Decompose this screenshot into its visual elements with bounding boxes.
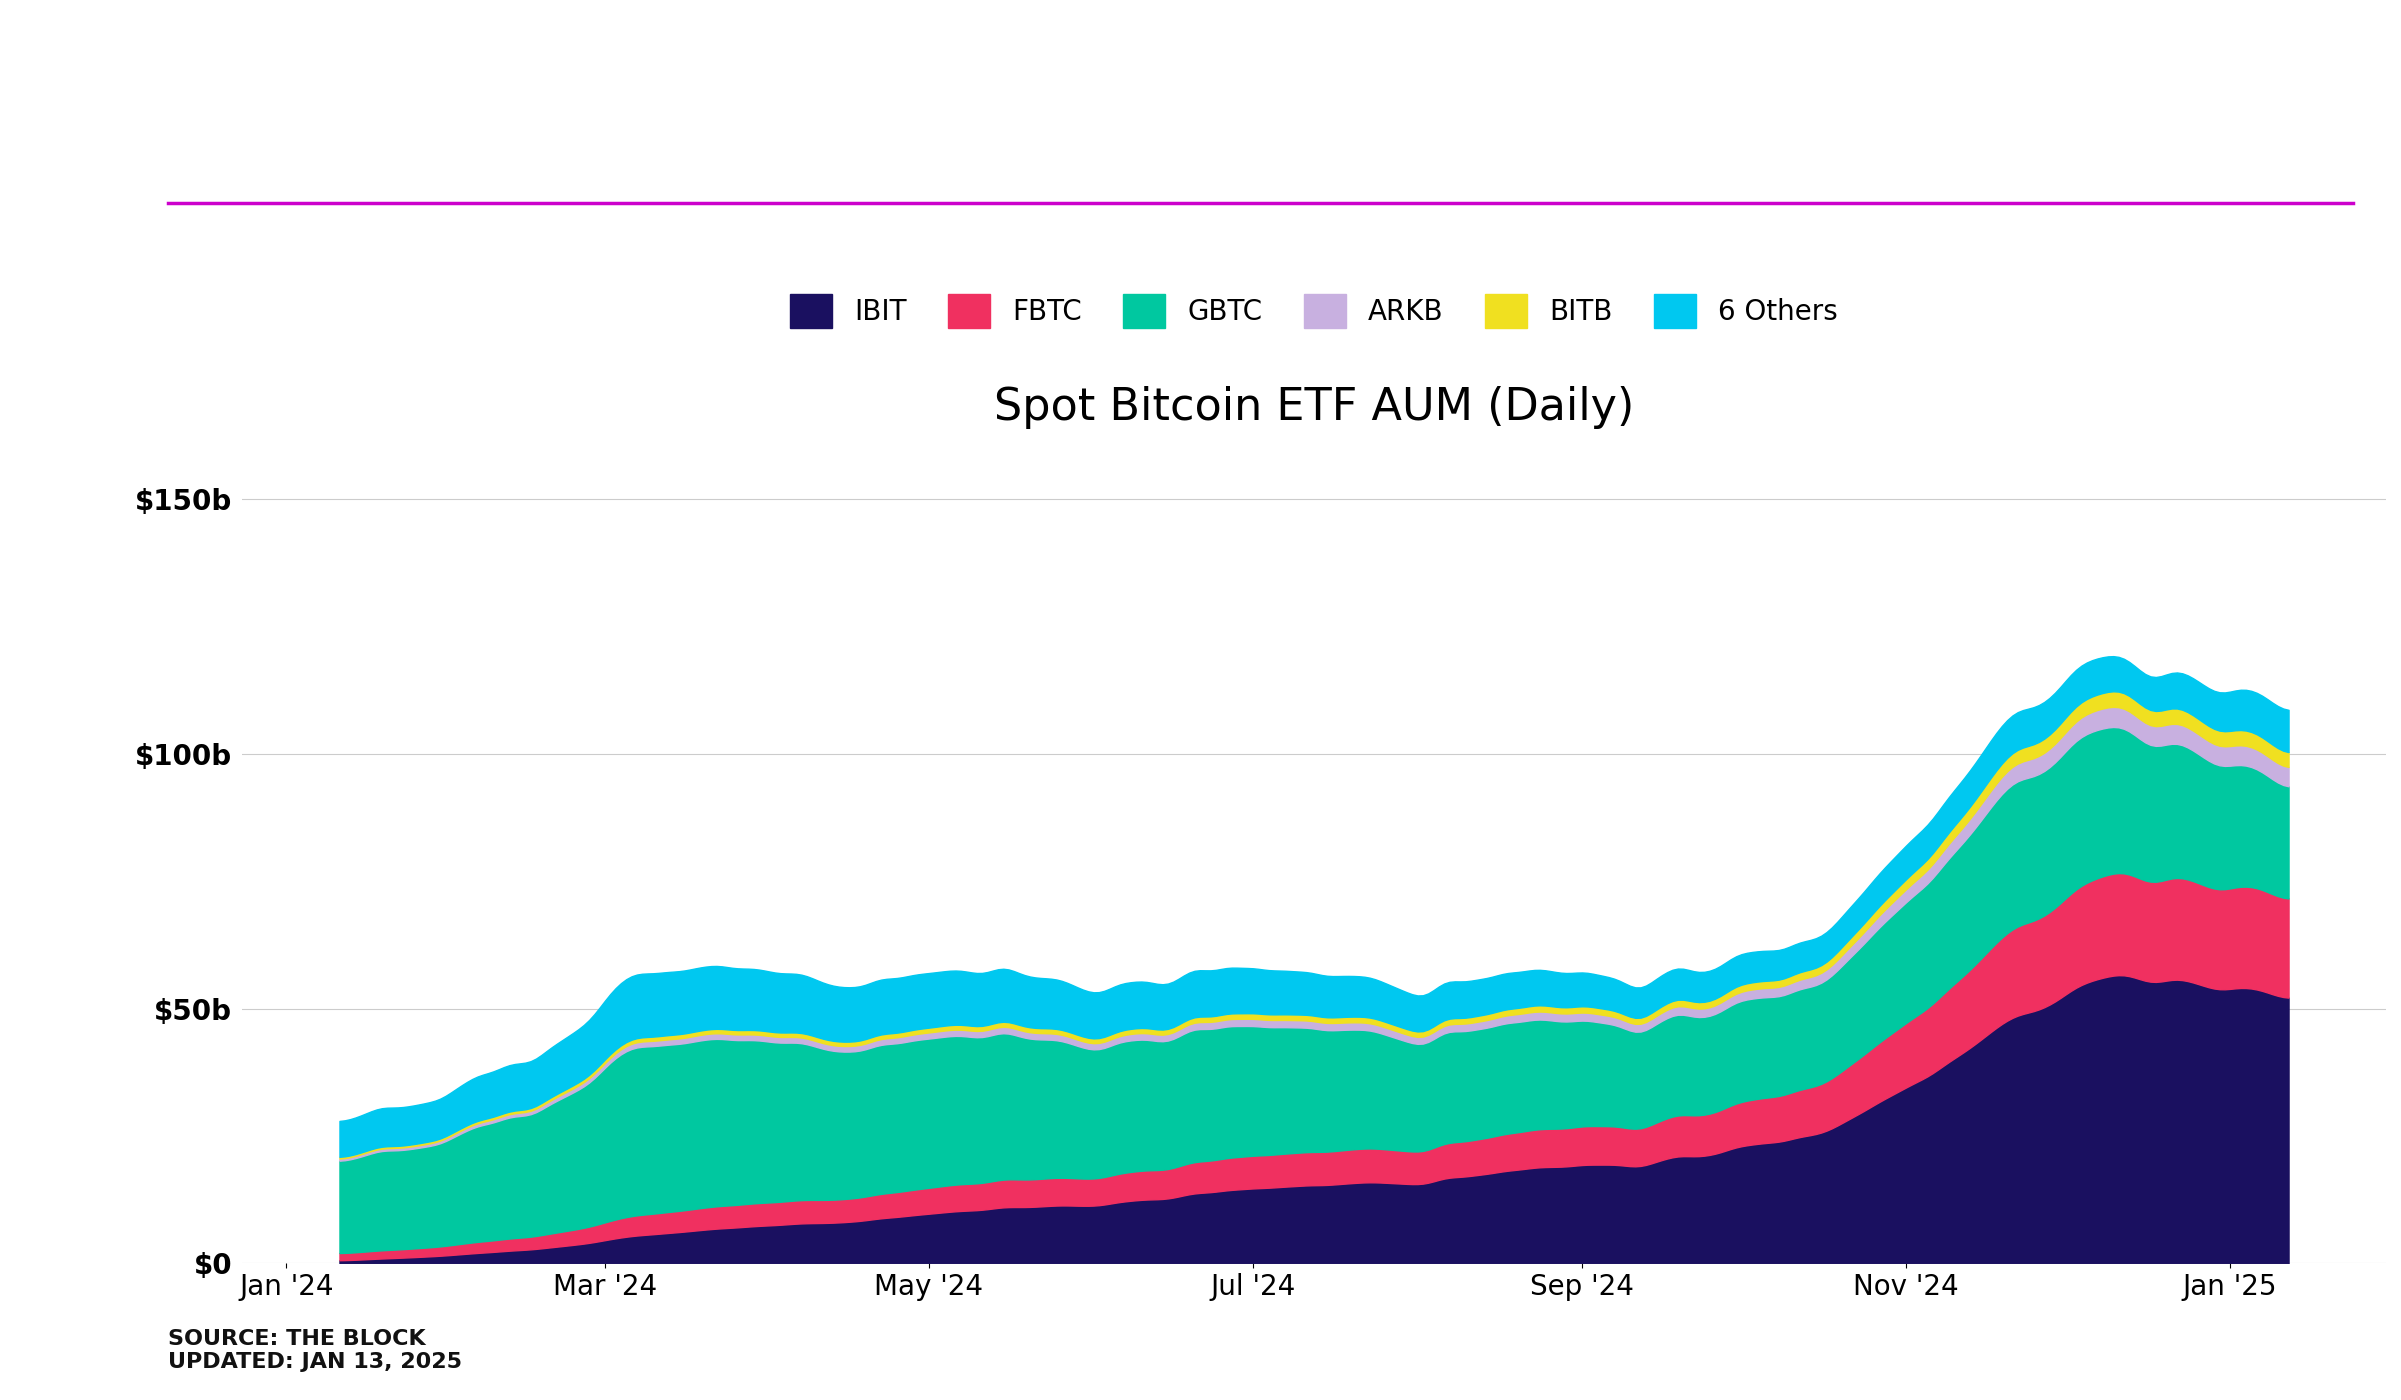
Legend: IBIT, FBTC, GBTC, ARKB, BITB, 6 Others: IBIT, FBTC, GBTC, ARKB, BITB, 6 Others [778, 283, 1849, 339]
Title: Spot Bitcoin ETF AUM (Daily): Spot Bitcoin ETF AUM (Daily) [994, 386, 1635, 430]
Text: SOURCE: THE BLOCK
UPDATED: JAN 13, 2025: SOURCE: THE BLOCK UPDATED: JAN 13, 2025 [168, 1329, 461, 1372]
